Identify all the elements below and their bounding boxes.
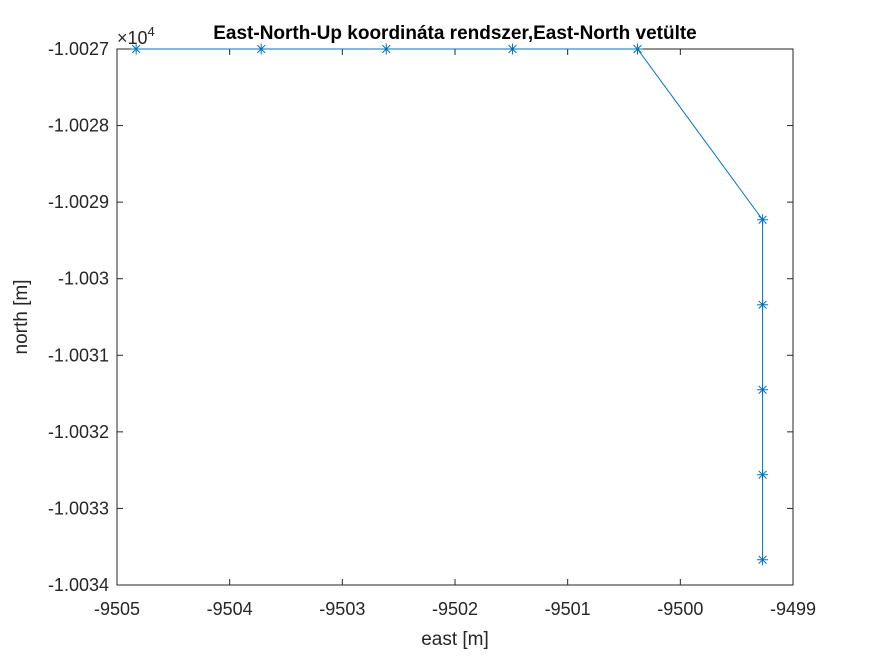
x-tick-label: -9504	[207, 599, 253, 619]
data-point-marker	[757, 299, 769, 311]
data-point-marker	[632, 43, 644, 55]
data-point-marker	[255, 43, 267, 55]
plot-area	[116, 48, 794, 586]
y-tick-label: -1.0027	[48, 39, 109, 59]
data-point-marker	[757, 384, 769, 396]
y-axis-label: north [m]	[11, 280, 32, 355]
data-point-marker	[506, 43, 518, 55]
x-tick-label: -9501	[545, 599, 591, 619]
y-tick-label: -1.003	[58, 269, 109, 289]
data-point-marker	[757, 469, 769, 481]
x-axis-ticks: -9505 -9504 -9503 -9502 -9501 -9500 -9499	[94, 49, 816, 619]
y-tick-label: -1.0028	[48, 116, 109, 136]
y-tick-label: -1.0033	[48, 498, 109, 518]
y-tick-label: -1.0032	[48, 422, 109, 442]
y-exponent-label: ×104	[117, 24, 155, 48]
x-axis-label: east [m]	[421, 629, 489, 650]
plot-axes	[116, 48, 794, 586]
chart-title: East-North-Up koordináta rendszer,East-N…	[213, 23, 697, 44]
y-axis-ticks: -1.0027 -1.0028 -1.0029 -1.003 -1.0031 -1.003…	[48, 39, 793, 595]
x-tick-label: -9500	[657, 599, 703, 619]
series-layer	[130, 43, 769, 566]
data-point-marker	[757, 554, 769, 566]
data-point-marker	[757, 214, 769, 226]
y-exponent-base: ×10	[117, 28, 148, 48]
y-exponent-power: 4	[148, 24, 155, 39]
y-tick-label: -1.0034	[48, 575, 109, 595]
x-tick-label: -9505	[94, 599, 140, 619]
y-tick-label: -1.0031	[48, 345, 109, 365]
series-line	[136, 48, 764, 560]
data-point-marker	[130, 43, 142, 55]
x-tick-label: -9503	[319, 599, 365, 619]
y-tick-label: -1.0029	[48, 192, 109, 212]
data-point-marker	[380, 43, 392, 55]
x-tick-label: -9499	[770, 599, 816, 619]
x-tick-label: -9502	[432, 599, 478, 619]
